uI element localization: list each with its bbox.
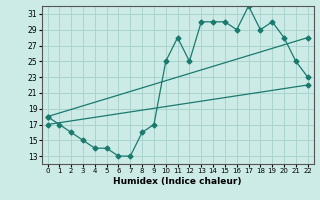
- X-axis label: Humidex (Indice chaleur): Humidex (Indice chaleur): [113, 177, 242, 186]
